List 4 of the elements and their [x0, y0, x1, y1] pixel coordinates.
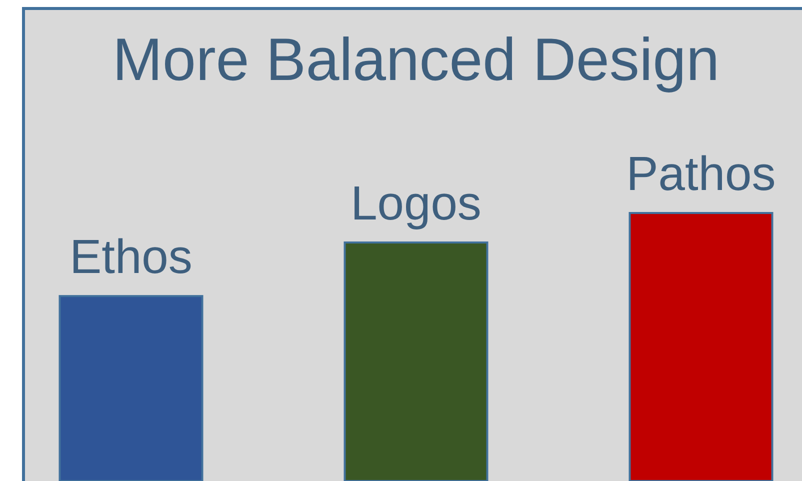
x-tick-label: Pathos	[626, 148, 776, 201]
x-tick-label: Logos	[350, 177, 482, 230]
x-tick-label: Ethos	[70, 231, 192, 284]
chart-title: More Balanced Design	[112, 26, 720, 93]
